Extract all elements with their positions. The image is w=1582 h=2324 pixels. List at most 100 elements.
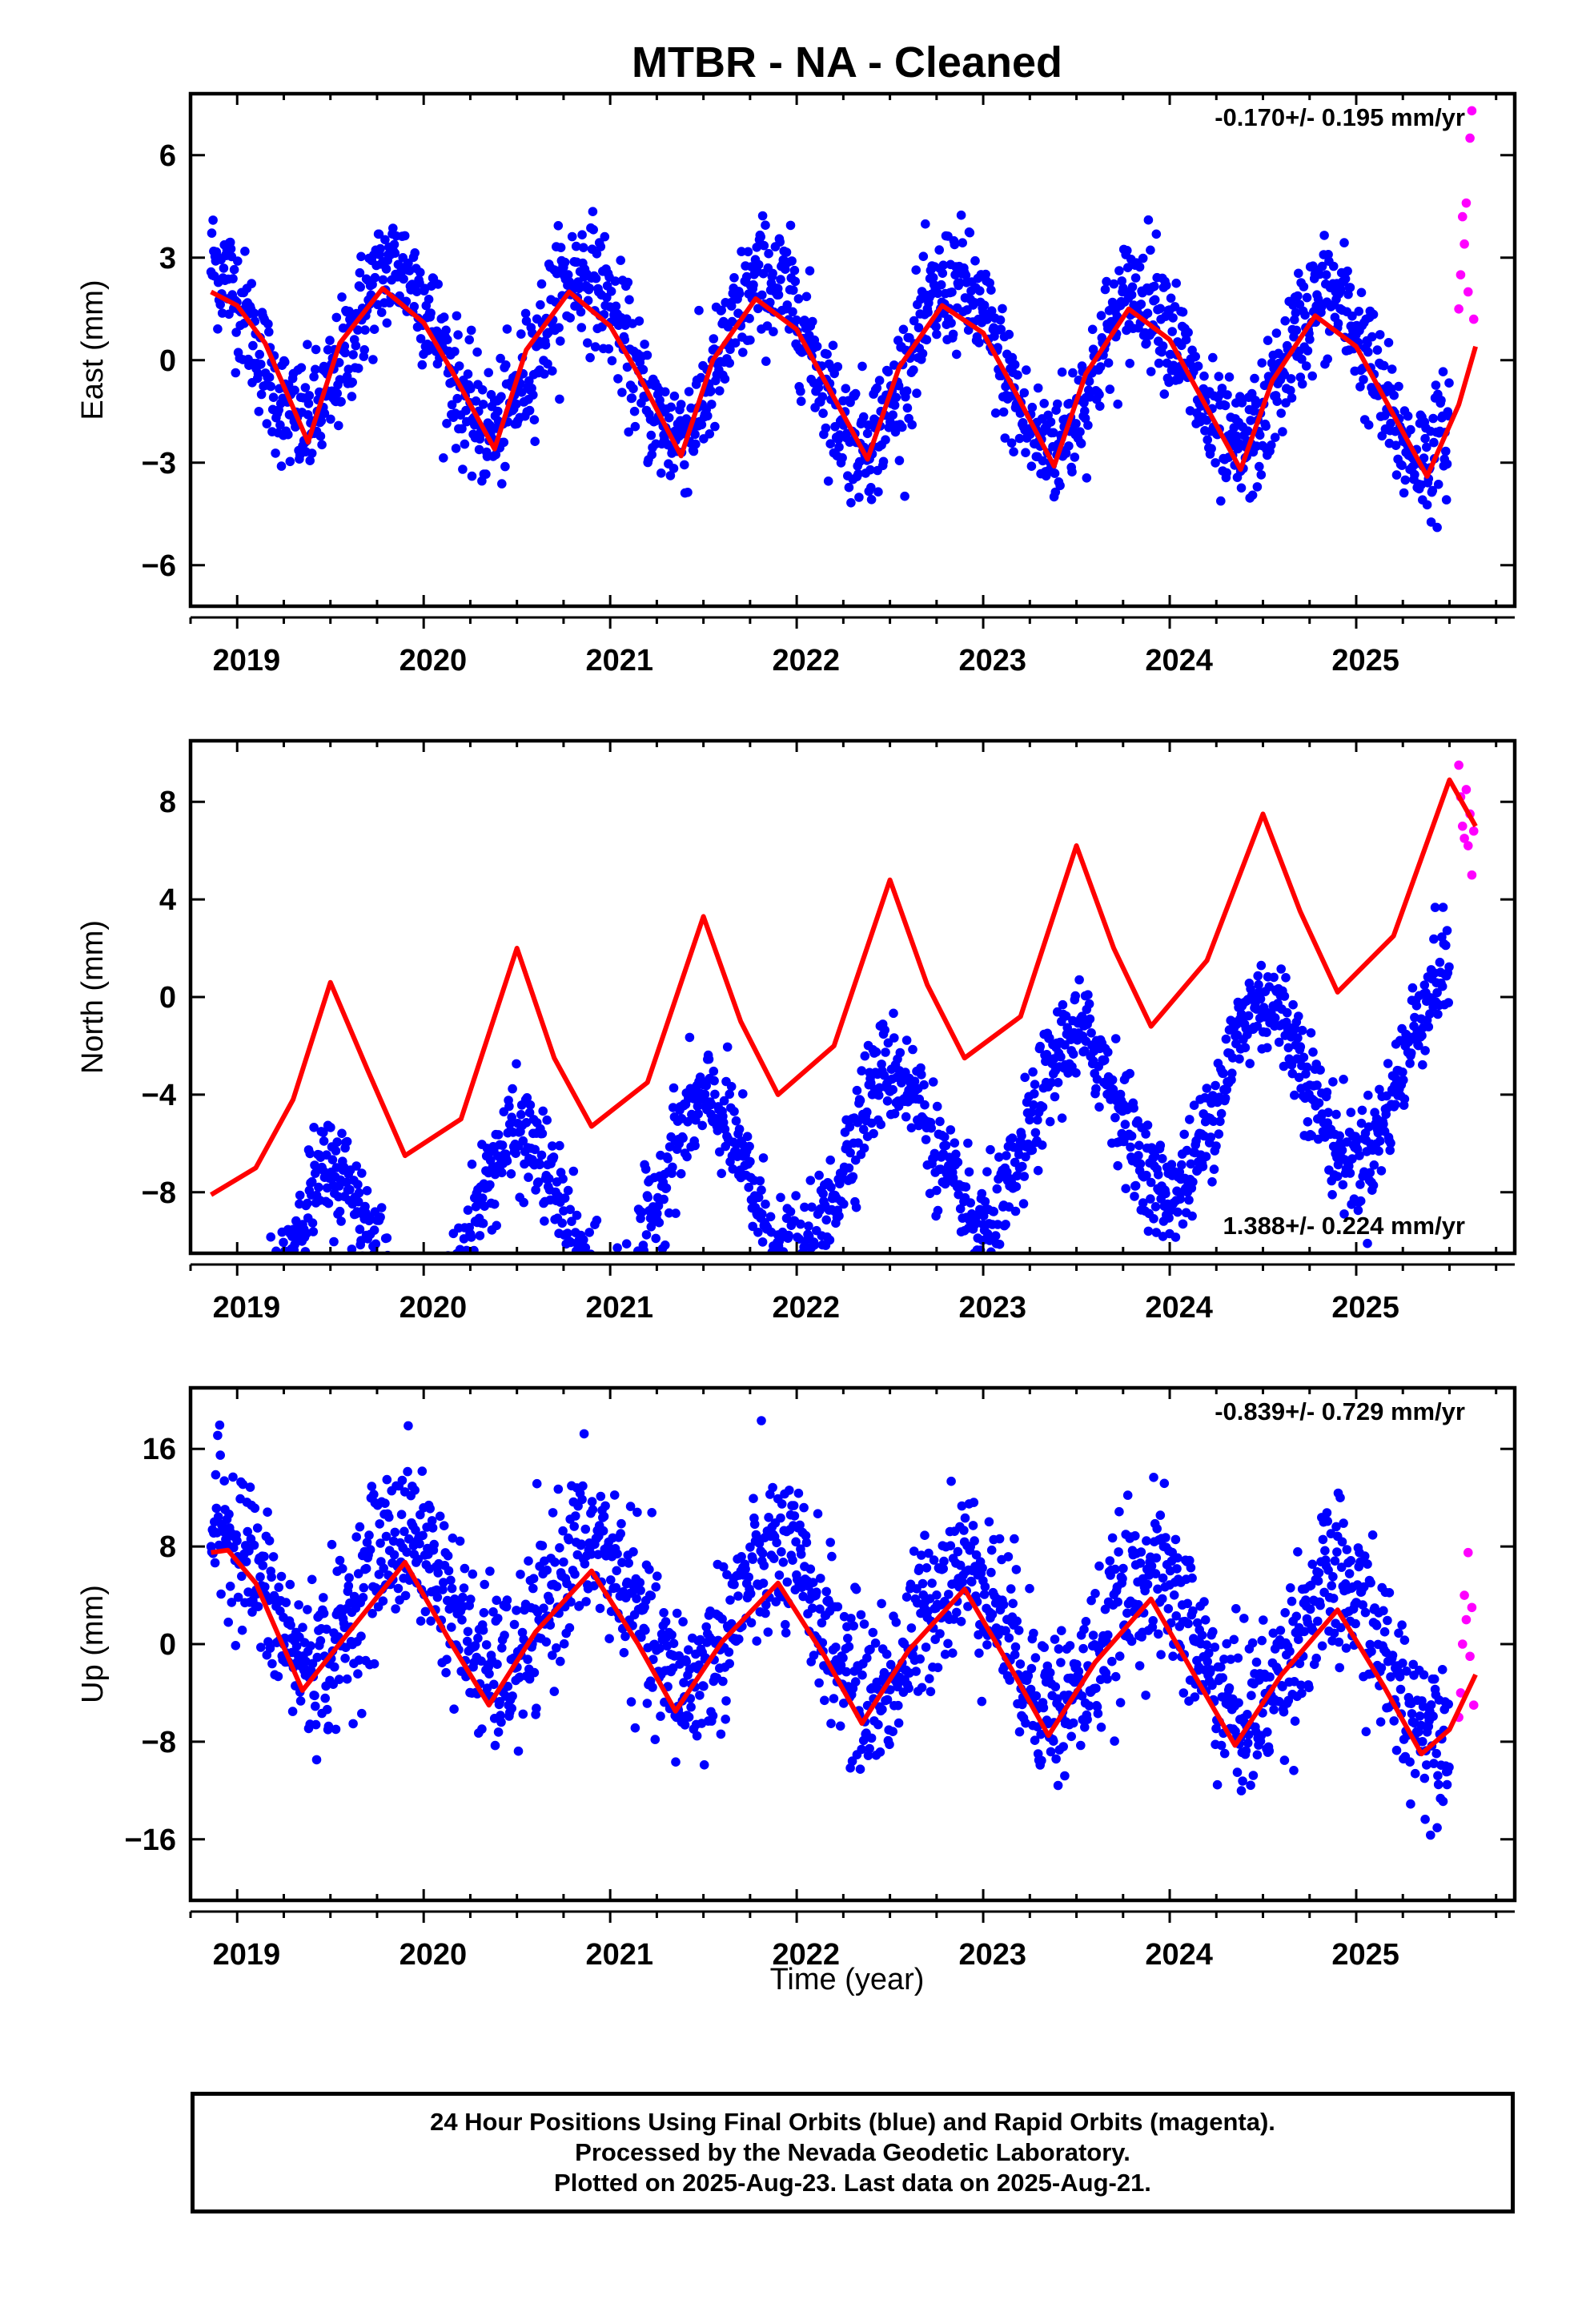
east-final-point (337, 292, 347, 302)
east-final-point (1340, 274, 1351, 284)
north-final-point (1255, 994, 1266, 1004)
up-final-point (870, 1638, 881, 1648)
north-final-point (400, 1325, 410, 1334)
north-final-point (1322, 1088, 1332, 1097)
up-final-point (812, 1587, 821, 1597)
north-final-point (990, 1265, 1000, 1274)
up-final-point (679, 1678, 689, 1687)
up-final-point (237, 1571, 247, 1582)
up-final-point (796, 1550, 806, 1559)
up-final-point (599, 1511, 609, 1522)
east-final-point (858, 412, 869, 422)
east-final-point (911, 265, 921, 275)
east-final-point (1323, 354, 1332, 364)
east-final-point (821, 423, 831, 433)
east-final-point (450, 347, 460, 356)
up-final-point (411, 1525, 420, 1535)
north-final-point (1110, 1034, 1121, 1043)
east-final-point (231, 328, 241, 337)
north-final-orbit-points (235, 903, 1454, 1369)
north-final-point (371, 1239, 381, 1249)
east-final-point (484, 368, 493, 378)
east-final-point (439, 312, 449, 322)
up-final-point (493, 1727, 504, 1737)
east-final-point (790, 276, 801, 287)
east-final-point (833, 362, 843, 372)
north-final-point (485, 1156, 496, 1165)
east-final-point (231, 368, 241, 378)
north-final-point (757, 1209, 767, 1219)
east-final-point (979, 300, 990, 311)
north-final-point (1376, 1166, 1387, 1176)
north-final-point (608, 1277, 618, 1286)
up-final-point (529, 1667, 540, 1678)
north-final-point (1406, 1048, 1416, 1058)
east-final-point (950, 239, 960, 250)
up-final-point (606, 1575, 616, 1585)
up-final-point (716, 1729, 726, 1739)
up-final-point (758, 1578, 769, 1588)
east-final-point (788, 307, 797, 317)
north-final-point (663, 1154, 673, 1164)
up-final-point (737, 1552, 746, 1562)
up-final-point (365, 1545, 375, 1554)
east-final-point (410, 248, 420, 258)
north-final-point (458, 1262, 468, 1272)
north-final-point (1125, 1068, 1134, 1079)
north-final-point (839, 1199, 849, 1209)
east-final-point (689, 446, 699, 456)
east-final-point (375, 243, 385, 254)
north-final-point (235, 1354, 244, 1364)
up-final-point (734, 1634, 744, 1644)
north-y-axis-label: North (mm) (76, 920, 110, 1074)
north-final-point (463, 1205, 473, 1215)
up-panel: 2019 2020 2021 2022 2023 2024 2025−16−80816Up … (76, 1385, 1517, 1972)
east-final-point (762, 321, 773, 331)
north-final-point (376, 1294, 386, 1304)
north-final-point (544, 1173, 554, 1184)
east-final-point (909, 316, 919, 326)
east-final-point (378, 275, 388, 285)
east-final-point (355, 282, 366, 292)
north-final-point (1062, 1023, 1072, 1032)
up-final-point (652, 1571, 662, 1581)
up-final-point (865, 1644, 875, 1655)
east-final-point (296, 363, 307, 373)
east-final-point (1291, 308, 1301, 318)
north-final-point (1001, 1220, 1010, 1229)
north-final-point (1033, 1115, 1042, 1125)
east-final-point (1167, 327, 1177, 336)
north-final-point (419, 1278, 428, 1288)
north-final-point (932, 1101, 942, 1112)
up-final-point (559, 1638, 569, 1649)
up-final-point (717, 1614, 727, 1624)
up-final-point (223, 1617, 234, 1627)
up-final-point (443, 1550, 453, 1561)
east-final-point (565, 313, 575, 323)
north-final-point (1337, 1145, 1347, 1156)
north-final-point (595, 1275, 604, 1285)
up-final-point (757, 1416, 766, 1425)
up-final-point (492, 1659, 502, 1669)
north-final-point (236, 1359, 246, 1369)
north-final-point (626, 1258, 636, 1268)
east-final-point (315, 431, 326, 441)
north-final-point (1201, 1152, 1211, 1161)
east-final-point (1293, 291, 1303, 301)
up-final-point (946, 1476, 956, 1486)
east-final-point (801, 292, 812, 302)
east-final-point (443, 335, 452, 345)
north-final-point (621, 1281, 631, 1290)
east-final-point (577, 230, 587, 240)
up-final-point (311, 1755, 322, 1765)
up-final-point (496, 1717, 506, 1727)
north-final-point (1094, 1102, 1104, 1112)
east-final-point (316, 416, 327, 426)
east-final-point (696, 372, 706, 383)
east-final-point (1368, 309, 1379, 320)
east-final-point (898, 324, 909, 335)
up-final-point (512, 1606, 521, 1615)
east-final-point (1105, 384, 1115, 394)
up-final-point (771, 1597, 781, 1606)
east-final-point (453, 330, 463, 340)
